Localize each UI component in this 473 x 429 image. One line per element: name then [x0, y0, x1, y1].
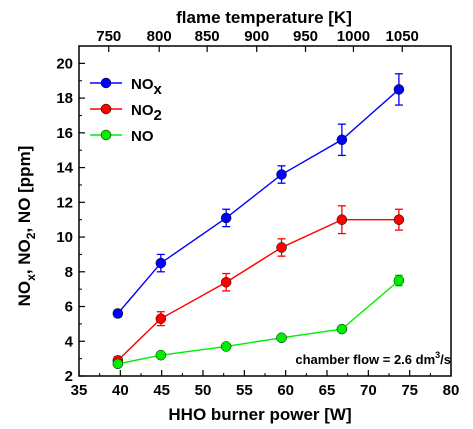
top-tick-label-3: 900: [244, 28, 269, 45]
x-axis-title: HHO burner power [W]: [168, 405, 351, 424]
x-tick-label-6: 65: [319, 382, 336, 399]
plot-frame: [79, 46, 451, 376]
x-tick-label-3: 50: [195, 382, 212, 399]
legend-label-0: NOx: [131, 76, 163, 98]
top-tick-label-6: 1050: [386, 28, 419, 45]
series-1-point-1: [156, 314, 166, 324]
y-tick-label-1: 4: [65, 333, 74, 350]
legend-marker-0: [101, 78, 111, 88]
y-axis-title: NOx, NO2, NO [ppm]: [15, 146, 38, 307]
legend-marker-1: [101, 104, 111, 114]
x-tick-label-1: 40: [112, 382, 129, 399]
series-1-point-5: [394, 215, 404, 225]
series-2-point-4: [337, 324, 347, 334]
series-2-point-3: [277, 333, 287, 343]
y-axis-title-rest: , NO: [15, 239, 34, 274]
x-tick-label-4: 55: [236, 382, 253, 399]
series-2-point-2: [221, 341, 231, 351]
x-tick-label-5: 60: [277, 382, 294, 399]
legend-label-sub-1: 2: [154, 107, 162, 124]
top-x-axis-title: flame temperature [K]: [176, 8, 352, 27]
legend-label-base-1: NO: [131, 102, 154, 119]
series-0-point-0: [113, 308, 123, 318]
x-tick-label-2: 45: [153, 382, 170, 399]
legend-label-base-0: NO: [131, 76, 154, 93]
y-tick-label-8: 18: [56, 90, 73, 107]
annotation-post: /s: [440, 352, 451, 367]
y-axis-title-base: NO: [15, 281, 34, 307]
series-2-point-0: [113, 359, 123, 369]
series-0-point-4: [337, 135, 347, 145]
legend-marker-2: [101, 130, 111, 140]
series-2-point-1: [156, 350, 166, 360]
series-1-point-3: [277, 242, 287, 252]
top-tick-label-2: 850: [195, 28, 220, 45]
y-axis-title-rest2: , NO [ppm]: [15, 146, 34, 233]
chamber-flow-annotation: chamber flow = 2.6 dm3/s: [295, 350, 451, 367]
y-tick-label-4: 10: [56, 229, 73, 246]
y-tick-label-3: 8: [65, 264, 73, 281]
series-2-point-5: [394, 275, 404, 285]
series-0-point-5: [394, 84, 404, 94]
top-tick-label-0: 750: [96, 28, 121, 45]
top-tick-label-4: 950: [293, 28, 318, 45]
y-tick-label-6: 14: [56, 160, 73, 177]
top-tick-label-1: 800: [147, 28, 172, 45]
series-0-point-2: [221, 213, 231, 223]
x-tick-label-8: 75: [401, 382, 418, 399]
y-tick-label-2: 6: [65, 299, 73, 316]
legend-label-base-2: NO: [131, 128, 154, 145]
y-tick-label-5: 12: [56, 194, 73, 211]
y-tick-label-7: 16: [56, 125, 73, 142]
series-0-point-1: [156, 258, 166, 268]
series-0-point-3: [277, 170, 287, 180]
x-tick-label-7: 70: [360, 382, 377, 399]
x-tick-label-9: 80: [443, 382, 460, 399]
legend-label-1: NO2: [131, 102, 162, 124]
series-1-point-4: [337, 215, 347, 225]
annotation-pre: chamber flow = 2.6 dm: [295, 352, 435, 367]
series-1-line: [118, 220, 399, 361]
legend-label-sub-0: x: [154, 81, 163, 98]
top-tick-label-5: 1000: [337, 28, 370, 45]
y-tick-label-9: 20: [56, 55, 73, 72]
series-1-point-2: [221, 277, 231, 287]
legend-label-2: NO: [131, 128, 154, 145]
y-tick-label-0: 2: [65, 368, 73, 385]
x-tick-label-0: 35: [71, 382, 88, 399]
